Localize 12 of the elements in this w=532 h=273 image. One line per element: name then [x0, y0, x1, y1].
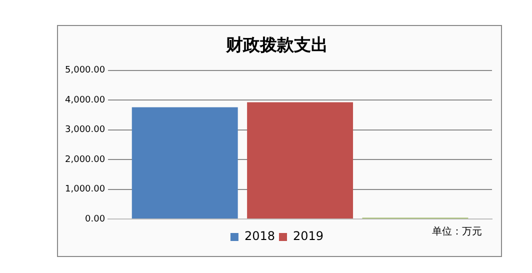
y-tick-label: 4,000.00	[65, 95, 106, 106]
text: 单位：万元	[432, 226, 482, 238]
y-tick-label: 2,000.00	[65, 154, 106, 165]
y-tick-label: 0.00	[85, 214, 106, 224]
legend-label: 2019	[293, 229, 324, 244]
bar	[132, 107, 238, 218]
chart-title: 财政拨款支出	[225, 36, 328, 56]
y-tick-label: 1,000.00	[65, 184, 106, 195]
y-tick-label: 5,000.00	[65, 66, 106, 76]
legend-label: 2018	[244, 229, 276, 244]
y-tick-label: 3,000.00	[65, 125, 106, 136]
bar	[247, 102, 354, 218]
